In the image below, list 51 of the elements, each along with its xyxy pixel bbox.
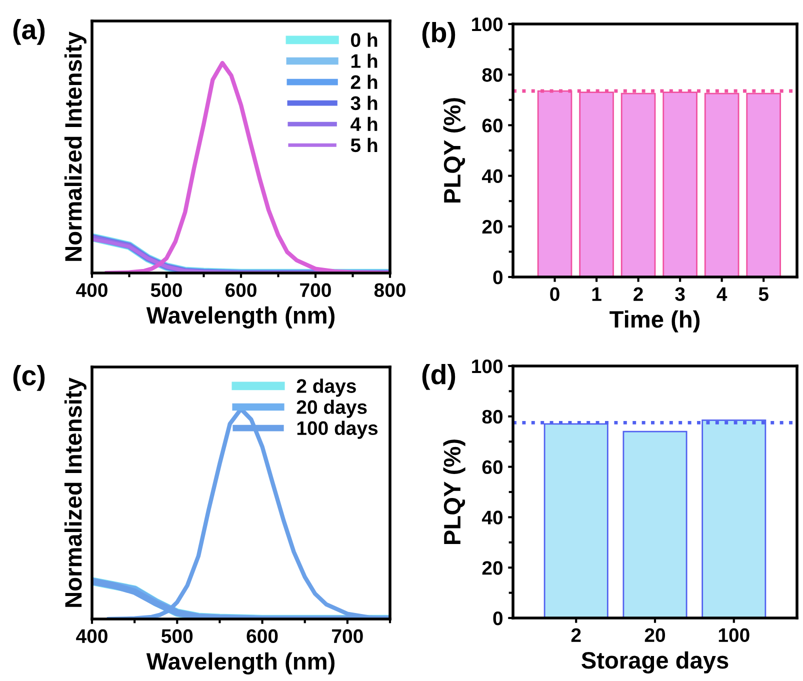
y-tick-label: 80 xyxy=(482,410,502,424)
x-tick-label: 4 xyxy=(716,287,728,301)
y-tick-label: 60 xyxy=(482,460,502,474)
legend-label: 3 h xyxy=(350,96,378,110)
y-axis-title: Normalized Intensity xyxy=(64,378,86,607)
y-tick-label: 100 xyxy=(472,359,502,374)
y-tick-label: 40 xyxy=(482,169,502,184)
y-tick-label: 20 xyxy=(482,220,502,234)
legend-label: 1 h xyxy=(351,54,378,68)
y-tick-label: 100 xyxy=(472,17,502,32)
text: (c) xyxy=(13,365,45,391)
x-tick-label: 600 xyxy=(246,629,278,644)
x-tick-label: 400 xyxy=(76,629,108,644)
x-tick-label: 500 xyxy=(150,283,182,298)
y-axis-title: Normalized Intensity xyxy=(64,32,86,261)
x-tick-label: 2 xyxy=(634,287,643,301)
x-tick-label: 700 xyxy=(300,283,331,298)
y-tick-label: 0 xyxy=(493,611,502,626)
x-tick-label: 5 xyxy=(758,287,768,302)
x-axis-title: Storage days xyxy=(582,651,728,674)
y-axis-title: PLQY (%) xyxy=(443,440,466,544)
x-axis-title: Wavelength (nm) xyxy=(146,306,334,329)
x-tick-label: 800 xyxy=(374,283,406,298)
x-tick-label: 500 xyxy=(162,629,193,644)
x-tick-label: 100 xyxy=(718,628,750,642)
y-axis-title: PLQY (%) xyxy=(443,98,466,202)
x-tick-label: 700 xyxy=(332,629,363,644)
y-tick-label: 80 xyxy=(482,68,502,82)
legend-label: 2 days xyxy=(296,378,356,397)
y-tick-label: 40 xyxy=(482,510,502,524)
x-axis-title: Wavelength (nm) xyxy=(146,652,334,675)
text: (d) xyxy=(422,364,456,390)
text: (b) xyxy=(422,22,456,48)
legend-label: 20 days xyxy=(296,400,367,418)
legend-label: 4 h xyxy=(350,116,378,131)
x-tick-label: 2 xyxy=(571,628,581,642)
legend-label: 0 h xyxy=(351,32,378,47)
text: (a) xyxy=(13,19,45,45)
x-tick-label: 20 xyxy=(644,628,666,642)
legend-label: 2 h xyxy=(350,74,378,89)
x-axis-title: Time (h) xyxy=(610,310,700,332)
y-tick-label: 60 xyxy=(482,118,502,132)
legend-label: 100 days xyxy=(297,420,378,439)
x-tick-label: 400 xyxy=(76,283,108,298)
x-tick-label: 600 xyxy=(225,283,256,298)
x-tick-label: 3 xyxy=(675,287,685,302)
y-tick-label: 20 xyxy=(482,561,502,575)
y-tick-label: 0 xyxy=(493,270,502,284)
legend-label: 5 h xyxy=(350,138,378,152)
x-tick-label: 0 xyxy=(550,287,560,302)
x-tick-label: 1 xyxy=(592,287,602,301)
